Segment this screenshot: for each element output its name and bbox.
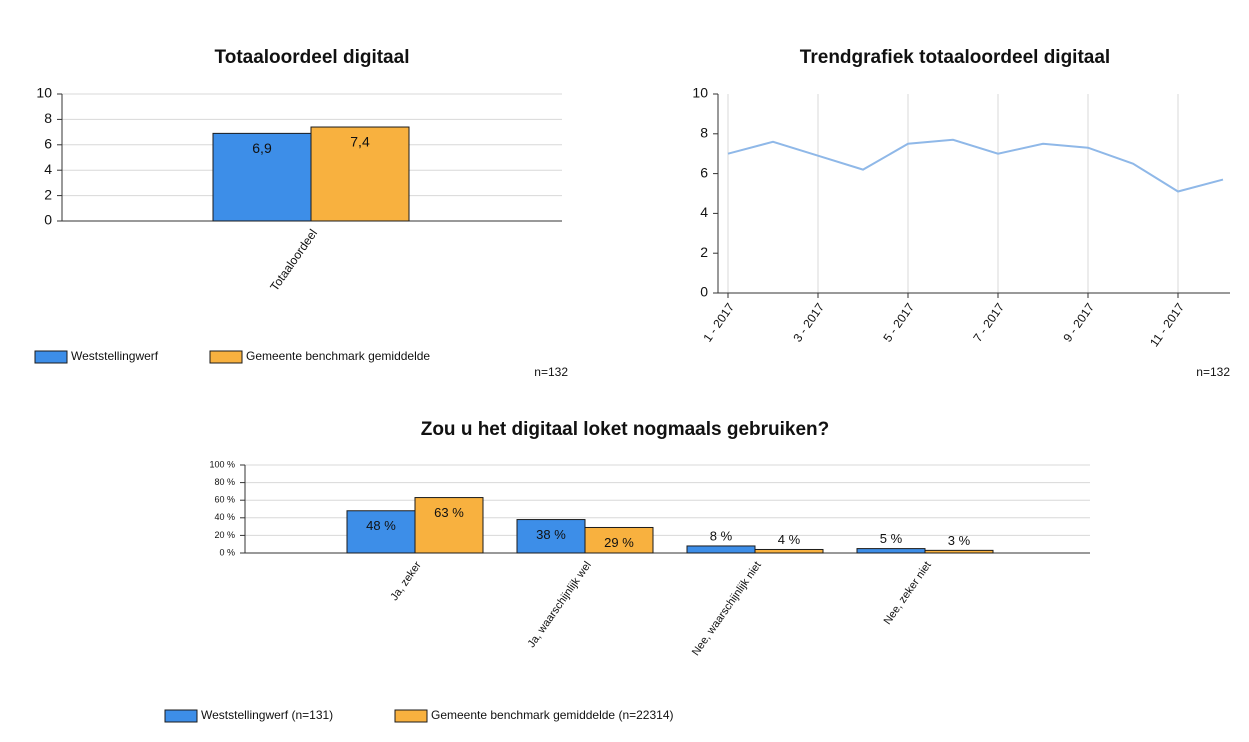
y-tick-label: 80 %	[214, 477, 235, 487]
x-tick-label: 3 - 2017	[790, 300, 827, 344]
value-label: 48 %	[366, 518, 396, 533]
y-tick-label: 6	[700, 164, 708, 180]
y-tick-label: 2	[700, 244, 708, 260]
y-tick-label: 0	[44, 212, 52, 228]
chart-title: Totaaloordeel digitaal	[215, 47, 410, 68]
y-tick-label: 8	[700, 125, 708, 141]
bar	[584, 526, 654, 554]
bar	[924, 549, 994, 554]
x-tick-label: Ja, waarschijnlijk wel	[525, 560, 593, 651]
value-label: 6,9	[252, 140, 272, 156]
legend-label: Weststellingwerf (n=131)	[201, 708, 333, 722]
bar	[686, 545, 756, 554]
chart-title: Trendgrafiek totaaloordeel digitaal	[800, 47, 1110, 68]
y-tick-label: 4	[44, 161, 52, 177]
y-tick-label: 10	[36, 85, 52, 101]
legend-swatch	[394, 709, 428, 723]
y-tick-label: 6	[44, 136, 52, 152]
x-tick-label: Ja, zeker	[388, 559, 424, 603]
trend-line	[727, 138, 1224, 193]
legend-swatch	[164, 709, 198, 723]
y-tick-label: 40 %	[214, 512, 235, 522]
legend-swatch	[34, 350, 68, 364]
value-label: 63 %	[434, 505, 464, 520]
y-tick-label: 20 %	[214, 530, 235, 540]
value-label: 4 %	[778, 532, 801, 547]
y-tick-label: 8	[44, 110, 52, 126]
value-label: 3 %	[948, 533, 971, 548]
y-tick-label: 0	[700, 284, 708, 300]
x-tick-label: Nee, waarschijnlijk niet	[690, 560, 764, 659]
legend-swatch	[209, 350, 243, 364]
chart-title: Zou u het digitaal loket nogmaals gebrui…	[421, 419, 830, 440]
legend-label: Weststellingwerf	[71, 349, 159, 363]
y-tick-label: 100 %	[209, 459, 235, 469]
y-tick-label: 10	[692, 85, 708, 101]
value-label: 5 %	[880, 531, 903, 546]
x-tick-label: 7 - 2017	[970, 300, 1007, 344]
bar	[414, 497, 484, 554]
sample-note: n=132	[534, 365, 568, 379]
x-tick-label: 9 - 2017	[1060, 300, 1097, 344]
x-tick-label: 5 - 2017	[880, 300, 917, 344]
sample-note: n=132	[1196, 365, 1230, 379]
x-tick-label: Nee, zeker niet	[882, 560, 934, 627]
x-tick-label: 11 - 2017	[1147, 300, 1187, 349]
value-label: 7,4	[350, 134, 370, 150]
x-tick-label: Totaaloordeel	[267, 227, 320, 294]
value-label: 29 %	[604, 535, 634, 550]
value-label: 38 %	[536, 527, 566, 542]
y-tick-label: 2	[44, 186, 52, 202]
y-tick-label: 4	[700, 204, 708, 220]
y-tick-label: 60 %	[214, 495, 235, 505]
value-label: 8 %	[710, 528, 733, 543]
bar	[754, 548, 824, 554]
y-tick-label: 0 %	[219, 547, 235, 557]
x-tick-label: 1 - 2017	[700, 300, 737, 344]
legend-label: Gemeente benchmark gemiddelde	[246, 349, 430, 363]
legend-label: Gemeente benchmark gemiddelde (n=22314)	[431, 708, 673, 722]
bar	[310, 126, 410, 222]
bar	[856, 548, 926, 554]
